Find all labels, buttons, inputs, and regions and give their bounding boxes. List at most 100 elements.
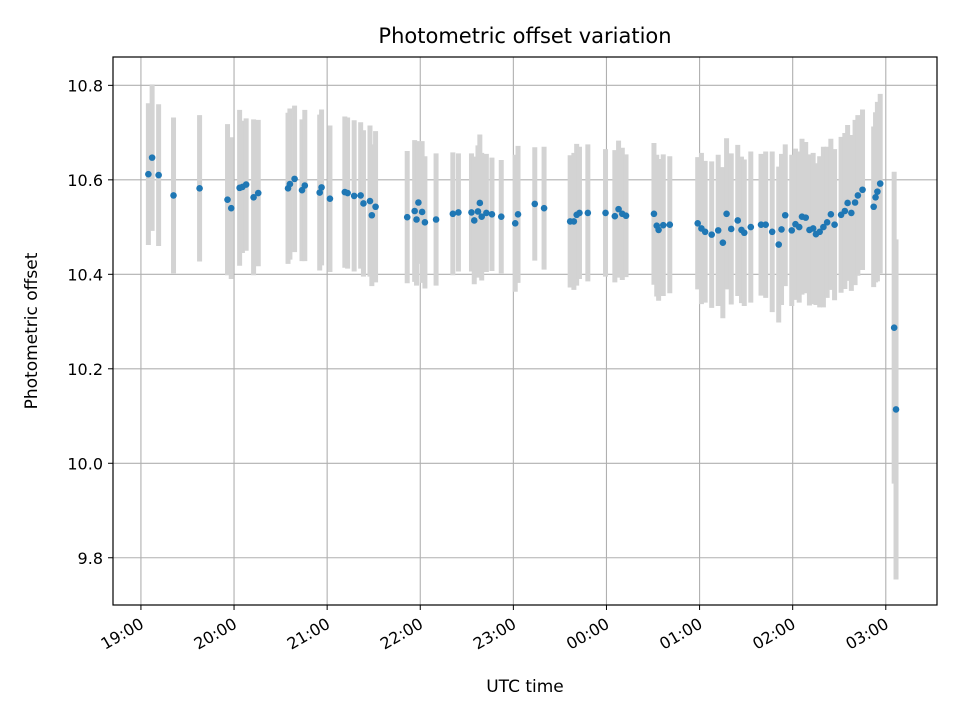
data-point [876,180,884,187]
data-point [816,228,823,236]
data-point [145,170,152,178]
data-point [584,209,592,217]
data-point [848,209,855,217]
data-point [622,212,630,220]
data-point [224,196,231,203]
data-point [301,182,309,189]
data-point [694,219,702,227]
data-point [859,186,866,194]
data-point [148,154,156,161]
data-point [418,208,426,216]
y-axis-label: Photometric offset [22,252,42,409]
data-point [413,216,420,223]
data-point [403,213,411,221]
data-point [455,209,462,216]
data-point [316,189,323,196]
data-point [872,194,879,201]
data-point [723,210,730,218]
data-point [415,199,422,206]
data-point [511,219,519,227]
data-point [170,192,177,199]
data-point [227,204,235,212]
data-point [421,219,429,226]
data-point [291,175,298,183]
data-point [802,214,810,221]
data-point [286,180,294,188]
data-point [874,188,881,195]
data-point [827,211,835,218]
data-point [326,195,334,203]
y-tick-label: 10.4 [67,265,103,284]
data-point [841,207,849,215]
data-point [701,228,709,236]
data-point [531,200,539,208]
data-point [870,203,877,211]
data-point [666,221,674,229]
data-point [851,199,859,206]
y-tick-label: 10.8 [67,76,103,95]
data-point [768,228,776,236]
data-point [372,203,379,211]
data-point [449,210,457,218]
data-point [540,204,548,212]
data-point [497,213,505,220]
x-axis-label: UTC time [486,677,564,697]
data-point [411,207,418,215]
data-point [318,184,325,191]
data-point [514,211,522,218]
data-point [740,229,748,237]
data-point [254,189,262,197]
y-tick-label: 10.6 [67,171,103,190]
data-point [655,226,662,234]
data-point [762,221,769,229]
data-point [155,171,162,179]
data-points [145,154,900,413]
data-point [890,324,898,331]
data-point [795,223,803,231]
data-point [344,189,351,197]
data-point [788,227,796,234]
data-point [615,205,622,213]
data-point [432,216,440,223]
data-point [854,192,862,199]
data-point [368,211,376,219]
data-point [602,209,609,217]
data-point [470,217,478,224]
data-point [488,211,496,218]
data-point [781,211,789,219]
plot-frame [112,56,938,606]
data-point [478,213,486,220]
data-point [250,194,257,201]
data-point [476,199,484,207]
data-point [350,192,358,200]
data-point [809,225,817,232]
data-point [570,218,578,225]
data-point [892,406,900,413]
y-tick-label: 10.2 [67,360,103,379]
data-point [242,181,250,188]
data-point [747,223,755,231]
data-point [844,199,851,207]
chart-title: Photometric offset variation [378,24,671,48]
data-point [650,210,658,218]
data-point [576,209,583,217]
data-point [757,221,765,229]
data-point [659,221,667,229]
data-point [831,221,838,229]
y-tick-label: 9.8 [78,549,103,568]
data-point [611,212,619,220]
data-point [483,209,490,217]
data-point [468,209,475,216]
data-point [727,225,735,233]
data-point [708,231,715,238]
data-point [357,192,364,199]
data-point [360,200,367,207]
data-point [778,226,785,233]
data-point [366,197,374,205]
data-point [719,239,727,246]
data-point [714,227,722,234]
y-tick-label: 10.0 [67,454,103,473]
data-point [734,217,742,224]
